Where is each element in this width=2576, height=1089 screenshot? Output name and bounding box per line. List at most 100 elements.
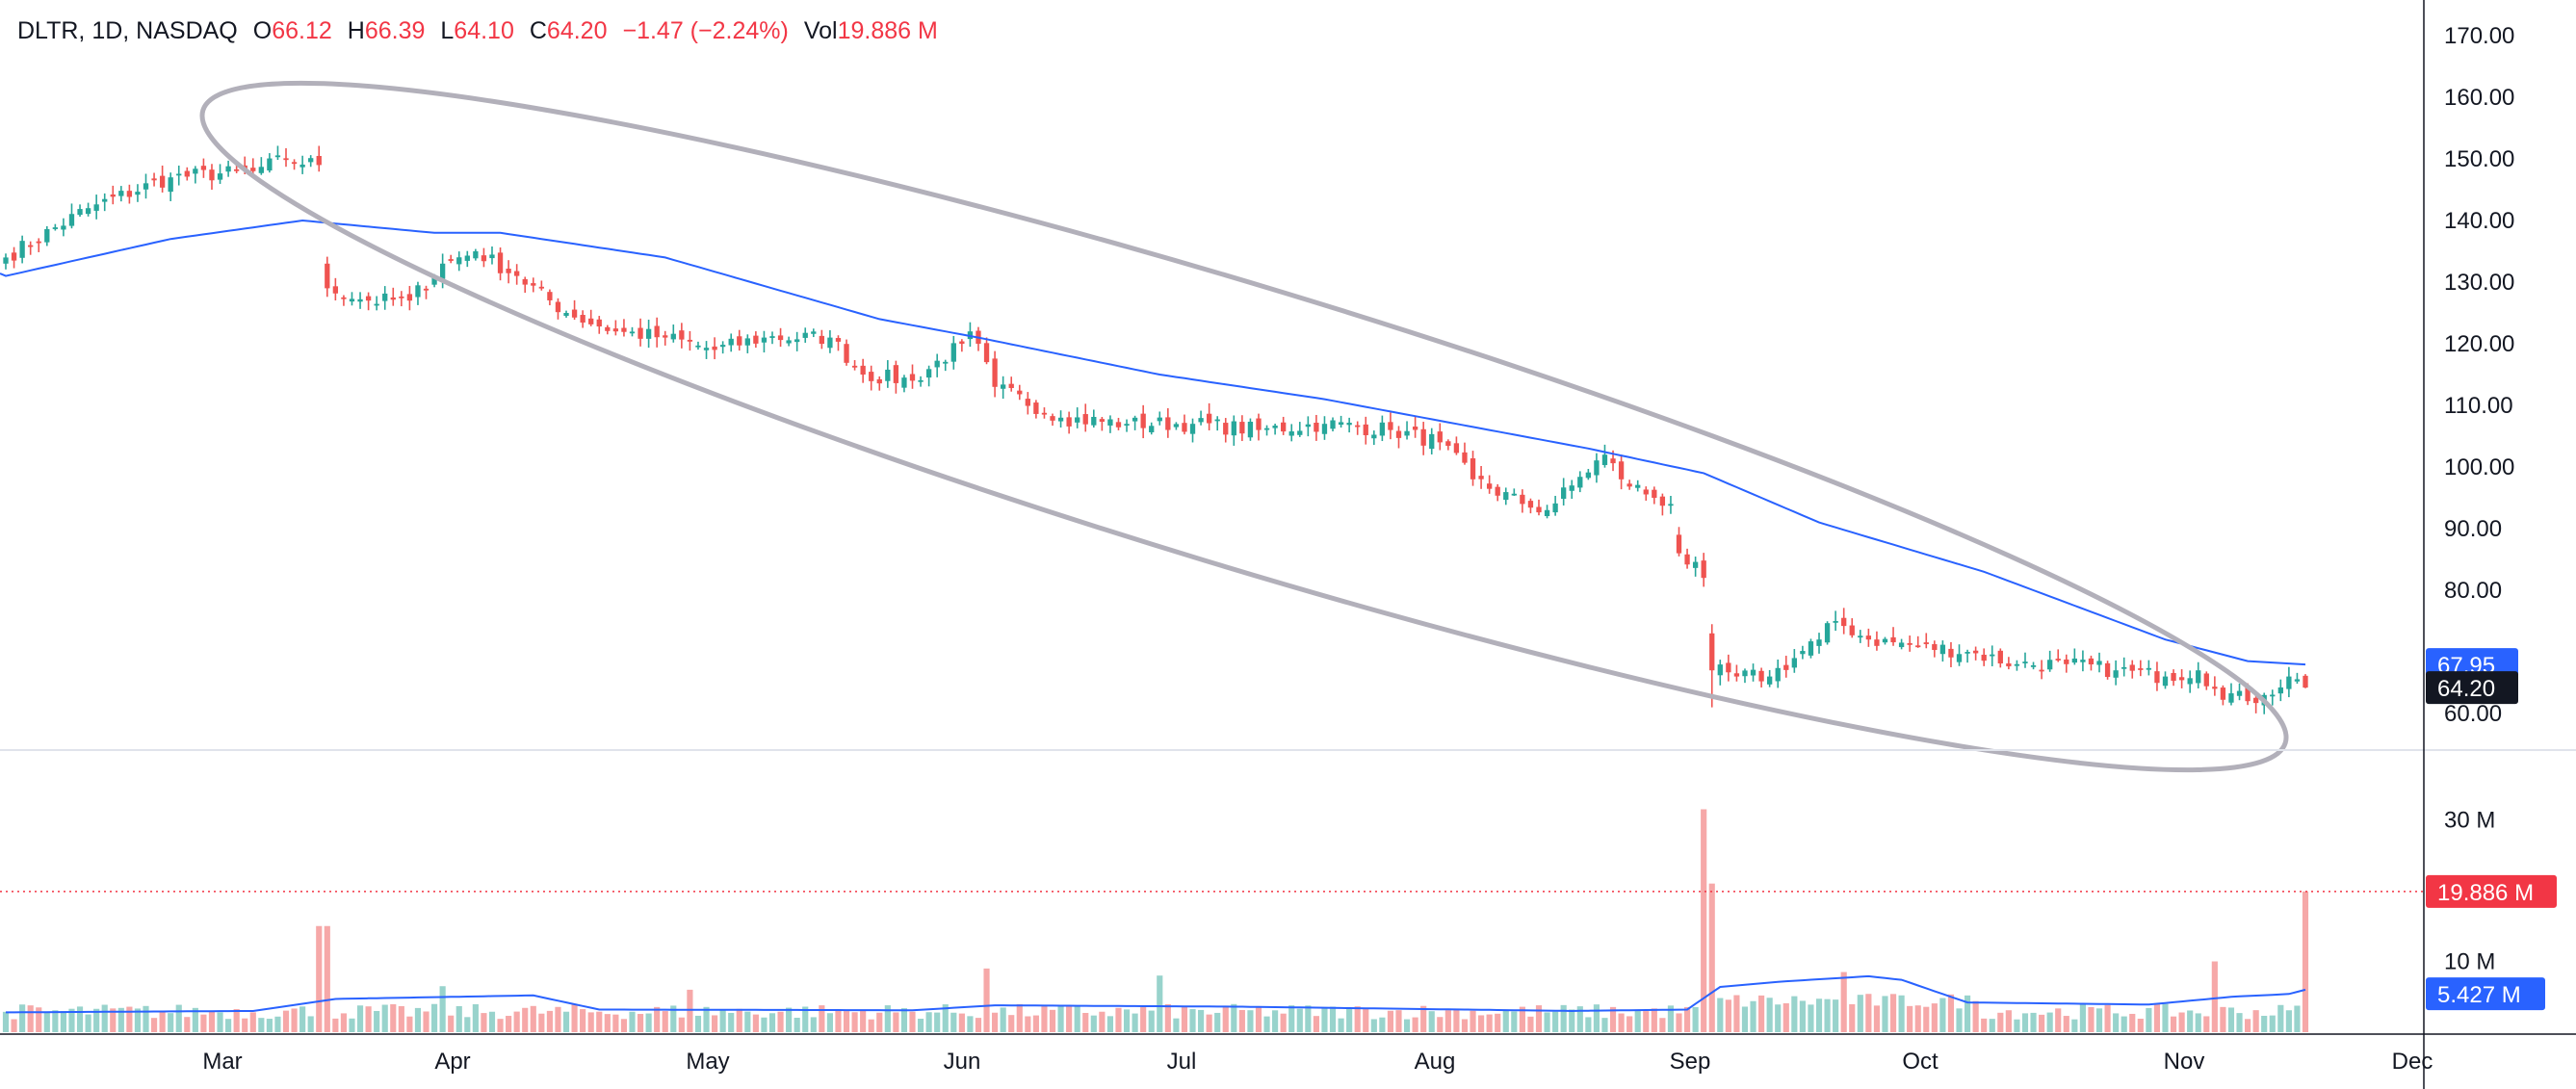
- candle-body: [1816, 639, 1822, 646]
- volume-bar: [802, 1006, 809, 1032]
- candle: [193, 166, 198, 184]
- volume-bar: [2129, 1013, 2136, 1032]
- candle: [744, 334, 750, 353]
- candle-body: [2022, 661, 2028, 663]
- candle: [1882, 636, 1888, 645]
- candle-body: [168, 177, 173, 193]
- candle-body: [1470, 458, 1476, 480]
- candle: [489, 246, 495, 265]
- volume-tick-label: 10 M: [2444, 949, 2495, 975]
- volume-bar: [307, 1016, 314, 1032]
- volume-bar: [1857, 995, 1863, 1032]
- volume-bar: [2220, 1006, 2226, 1032]
- candle-body: [1314, 422, 1319, 432]
- volume-bar: [150, 1018, 158, 1032]
- candle-body: [2104, 662, 2111, 678]
- candle: [1652, 486, 1657, 505]
- candle-body: [110, 194, 116, 197]
- volume-bar: [1701, 809, 1707, 1032]
- volume-bar: [1791, 996, 1798, 1032]
- volume-bar: [1321, 1007, 1328, 1032]
- volume-bar: [1066, 1006, 1073, 1032]
- volume-bar: [27, 1005, 34, 1032]
- volume-bar: [2252, 1010, 2259, 1032]
- candle-body: [118, 191, 124, 196]
- volume-bar: [1939, 998, 1946, 1032]
- candle-body: [547, 292, 553, 300]
- candle-body: [1057, 417, 1064, 422]
- candle-body: [934, 360, 940, 368]
- candle: [1321, 416, 1328, 440]
- candle: [1198, 410, 1204, 426]
- candle-body: [415, 285, 421, 298]
- candle-body: [1890, 636, 1896, 643]
- volume-bar: [1296, 1008, 1303, 1032]
- candle-body: [737, 336, 742, 346]
- volume-bar: [1708, 883, 1715, 1032]
- candle-body: [925, 369, 932, 378]
- volume-bar: [1288, 1005, 1295, 1032]
- candle: [1997, 648, 2003, 668]
- volume-bar: [1931, 1003, 1938, 1032]
- candle-body: [1189, 424, 1196, 434]
- candle: [1948, 641, 1954, 667]
- volume-bar: [654, 1006, 661, 1032]
- candle: [1057, 410, 1064, 428]
- price-tick-label: 100.00: [2444, 454, 2514, 480]
- candle-body: [1017, 390, 1023, 395]
- candle-body: [283, 158, 289, 161]
- candle: [481, 247, 487, 268]
- candle: [1478, 465, 1484, 489]
- candle-body: [621, 327, 627, 332]
- candle: [176, 165, 182, 186]
- time-tick-label: May: [686, 1049, 729, 1075]
- candle: [1404, 421, 1410, 440]
- candle: [712, 337, 717, 360]
- candle: [341, 295, 347, 306]
- volume-bar: [126, 1006, 133, 1032]
- candle-body: [1833, 621, 1838, 623]
- volume-bar: [274, 1016, 281, 1032]
- candle: [3, 253, 9, 270]
- volume-bar: [1197, 1009, 1205, 1032]
- volume-bar: [2146, 1007, 2152, 1032]
- volume-ma: [0, 891, 2424, 1014]
- candle: [1075, 407, 1080, 428]
- candle-body: [1371, 434, 1377, 439]
- symbol-legend: DLTR, 1D, NASDAQ O66.12 H66.39 L64.10 C64.20…: [17, 17, 938, 45]
- time-tick-label: Jun: [944, 1049, 981, 1075]
- candle-body: [1652, 489, 1657, 498]
- candle: [126, 184, 133, 204]
- candle-body: [1404, 430, 1410, 436]
- candle: [612, 320, 619, 336]
- candle-body: [612, 328, 619, 332]
- candle: [1132, 415, 1138, 430]
- candle-body: [2113, 670, 2119, 678]
- volume-bar: [233, 1009, 240, 1032]
- last-price-label: 64.20: [2426, 671, 2518, 705]
- candle: [943, 359, 949, 372]
- candle: [1676, 527, 1682, 557]
- candle: [2196, 661, 2201, 688]
- volume-bar: [744, 1011, 751, 1032]
- candle-body: [2196, 670, 2201, 684]
- candle-body: [456, 257, 462, 265]
- candle: [901, 375, 907, 393]
- candle: [1668, 496, 1674, 514]
- candle-body: [1569, 485, 1574, 491]
- candle-body: [1948, 648, 1954, 658]
- candle: [2171, 669, 2176, 687]
- candle: [1841, 608, 1847, 635]
- ellipse-annotation[interactable]: [163, 0, 2327, 876]
- candle-body: [555, 301, 561, 313]
- volume-bar: [200, 1014, 207, 1032]
- volume-bar: [1363, 1008, 1369, 1032]
- volume-bar: [1717, 998, 1724, 1032]
- candle-body: [291, 162, 298, 165]
- candle: [1453, 436, 1460, 455]
- candle: [761, 330, 768, 353]
- volume-bar: [1873, 1005, 1881, 1032]
- candle: [1412, 416, 1418, 438]
- volume-bar: [1865, 994, 1872, 1032]
